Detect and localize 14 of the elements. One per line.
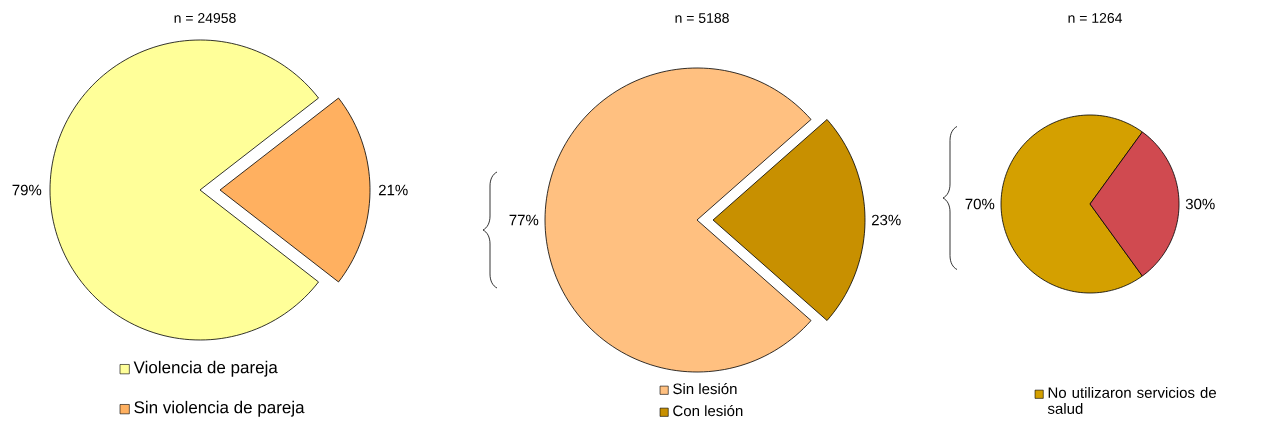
chart-title: n = 24958 [174,13,236,23]
legend-label: Violencia de pareja [133,360,278,377]
data-label: 30% [1185,198,1215,210]
legend-label: Sin lesión [673,382,737,395]
chart-title: n = 5188 [675,13,729,23]
legend-label: Con lesión [673,404,743,417]
legend-label: No utilizaron servicios de salud [1047,386,1216,414]
chart-title: n = 1264 [1068,13,1123,23]
data-label: 23% [871,214,901,226]
data-label: 21% [378,184,408,196]
data-label: 77% [509,214,539,226]
data-label: 79% [12,184,42,196]
legend-label: Sin violencia de pareja [134,400,305,417]
data-label: 70% [965,198,995,210]
